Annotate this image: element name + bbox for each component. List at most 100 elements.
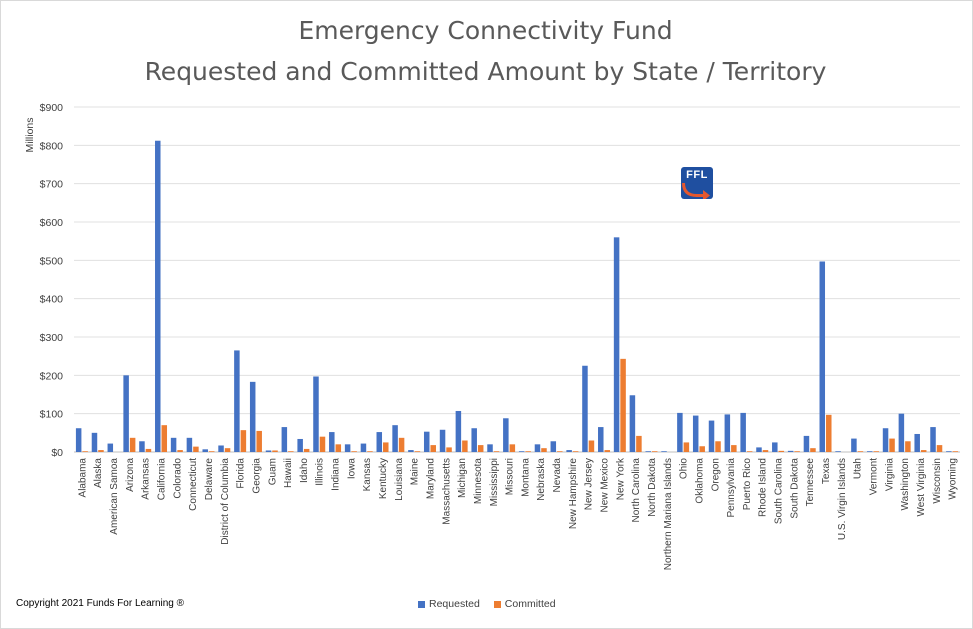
bar-committed-indiana [335,444,342,452]
x-tick-label: Northern Mariana Islands [663,458,674,570]
legend-label-committed: Committed [504,598,556,610]
bar-requested-northern-mariana-islands [661,451,667,452]
x-tick-label: Texas [821,458,832,484]
legend-swatch-requested [418,600,425,608]
y-tick-label: $100 [40,409,64,421]
x-tick-label: Minnesota [473,458,484,505]
bar-committed-louisiana [398,437,405,452]
bar-requested-illinois [313,376,319,452]
bar-requested-nevada [550,441,557,452]
x-tick-label: Wyoming [948,458,959,500]
y-tick-label: $600 [40,217,64,229]
bar-requested-maine [408,450,414,452]
bar-requested-missouri [503,418,509,452]
x-tick-label: New Mexico [600,458,611,513]
x-tick-label: Missouri [505,458,516,495]
bar-requested-connecticut [186,437,193,452]
x-tick-label: Maine [410,458,421,486]
bar-committed-nebraska [541,448,547,452]
bar-committed-vermont [873,451,879,452]
legend-swatch-committed [493,600,501,608]
x-tick-label: California [157,458,168,501]
bar-committed-arizona [129,437,136,452]
x-tick-label: Maryland [425,458,436,499]
x-tick-label: South Carolina [774,458,785,525]
bar-requested-washington [898,413,905,452]
bar-requested-delaware [202,449,208,452]
x-tick-label: Puerto Rico [742,458,753,511]
bar-requested-virginia [882,428,889,452]
bar-committed-wyoming [952,451,959,452]
x-tick-label: Montana [520,458,531,497]
bar-committed-illinois [319,436,326,452]
bar-requested-mississippi [487,444,493,452]
y-tick-label: $0 [51,447,63,459]
bar-requested-wisconsin [930,427,936,452]
bar-committed-mississippi [493,451,500,452]
x-tick-label: Alaska [93,458,104,488]
bar-committed-alabama [82,451,88,452]
x-tick-label: West Virginia [916,458,927,517]
x-tick-label: North Carolina [631,458,642,523]
bar-committed-wisconsin [936,445,943,452]
bar-requested-new-york [613,237,620,452]
bar-committed-montana [525,451,531,452]
x-tick-label: Oregon [710,458,721,491]
x-tick-label: Massachusetts [441,458,452,525]
bar-committed-maryland [430,445,436,452]
bar-requested-ohio [677,412,683,452]
x-tick-label: New York [615,457,626,500]
chart-title-line-1: Emergency Connectivity Fund [298,16,673,45]
x-tick-label: District of Columbia [220,458,231,545]
x-tick-label: Kentucky [378,458,389,499]
bar-requested-colorado [170,437,177,452]
x-tick-label: U.S. Virgin Islands [837,458,848,540]
x-tick-label: Oklahoma [694,458,705,504]
y-tick-label: $200 [40,370,64,382]
y-tick-label: $400 [40,294,64,306]
x-tick-label: Utah [853,458,864,479]
bar-committed-utah [857,451,864,452]
bar-committed-tennessee [810,448,816,452]
bar-committed-michigan [462,440,468,452]
bar-requested-u-s-virgin-islands [835,451,841,452]
x-tick-label: Wisconsin [932,458,943,504]
bar-committed-idaho [303,448,310,452]
bar-requested-rhode-island [756,447,762,452]
bar-committed-kentucky [383,442,389,452]
bar-requested-nebraska [534,444,541,452]
bar-requested-district-of-columbia [218,445,224,452]
bar-requested-new-mexico [598,427,604,452]
x-tick-label: New Hampshire [568,458,579,530]
x-tick-label: Kansas [362,458,373,491]
legend-item-committed: Committed [493,598,556,610]
bar-requested-alabama [75,428,82,452]
bar-committed-hawaii [288,451,294,452]
bar-committed-texas [826,414,832,452]
x-tick-label: Delaware [204,458,215,501]
bar-committed-district-of-columbia [224,448,231,452]
bar-committed-rhode-island [762,450,769,452]
legend-label-requested: Requested [429,598,480,610]
x-tick-label: Illinois [315,458,326,486]
y-tick-label: $300 [40,332,64,344]
y-tick-label: $900 [40,102,64,114]
bar-committed-virginia [889,438,895,452]
x-tick-label: Colorado [172,458,183,499]
x-tick-label: Mississippi [489,458,500,506]
bar-requested-kentucky [376,432,383,452]
x-tick-label: Guam [267,458,278,485]
x-tick-label: Vermont [868,458,879,495]
bar-committed-puerto-rico [746,451,753,452]
x-tick-label: Arkansas [141,458,152,500]
bar-requested-oregon [708,420,715,452]
bar-requested-indiana [329,432,335,452]
bar-committed-kansas [367,451,373,452]
x-tick-label: Virginia [884,458,895,492]
x-tick-label: Pennsylvania [726,458,737,518]
chart-legend: Requested Committed [418,598,556,610]
x-tick-label: Tennessee [805,458,816,507]
bar-committed-georgia [256,430,262,452]
bar-committed-colorado [177,450,183,452]
